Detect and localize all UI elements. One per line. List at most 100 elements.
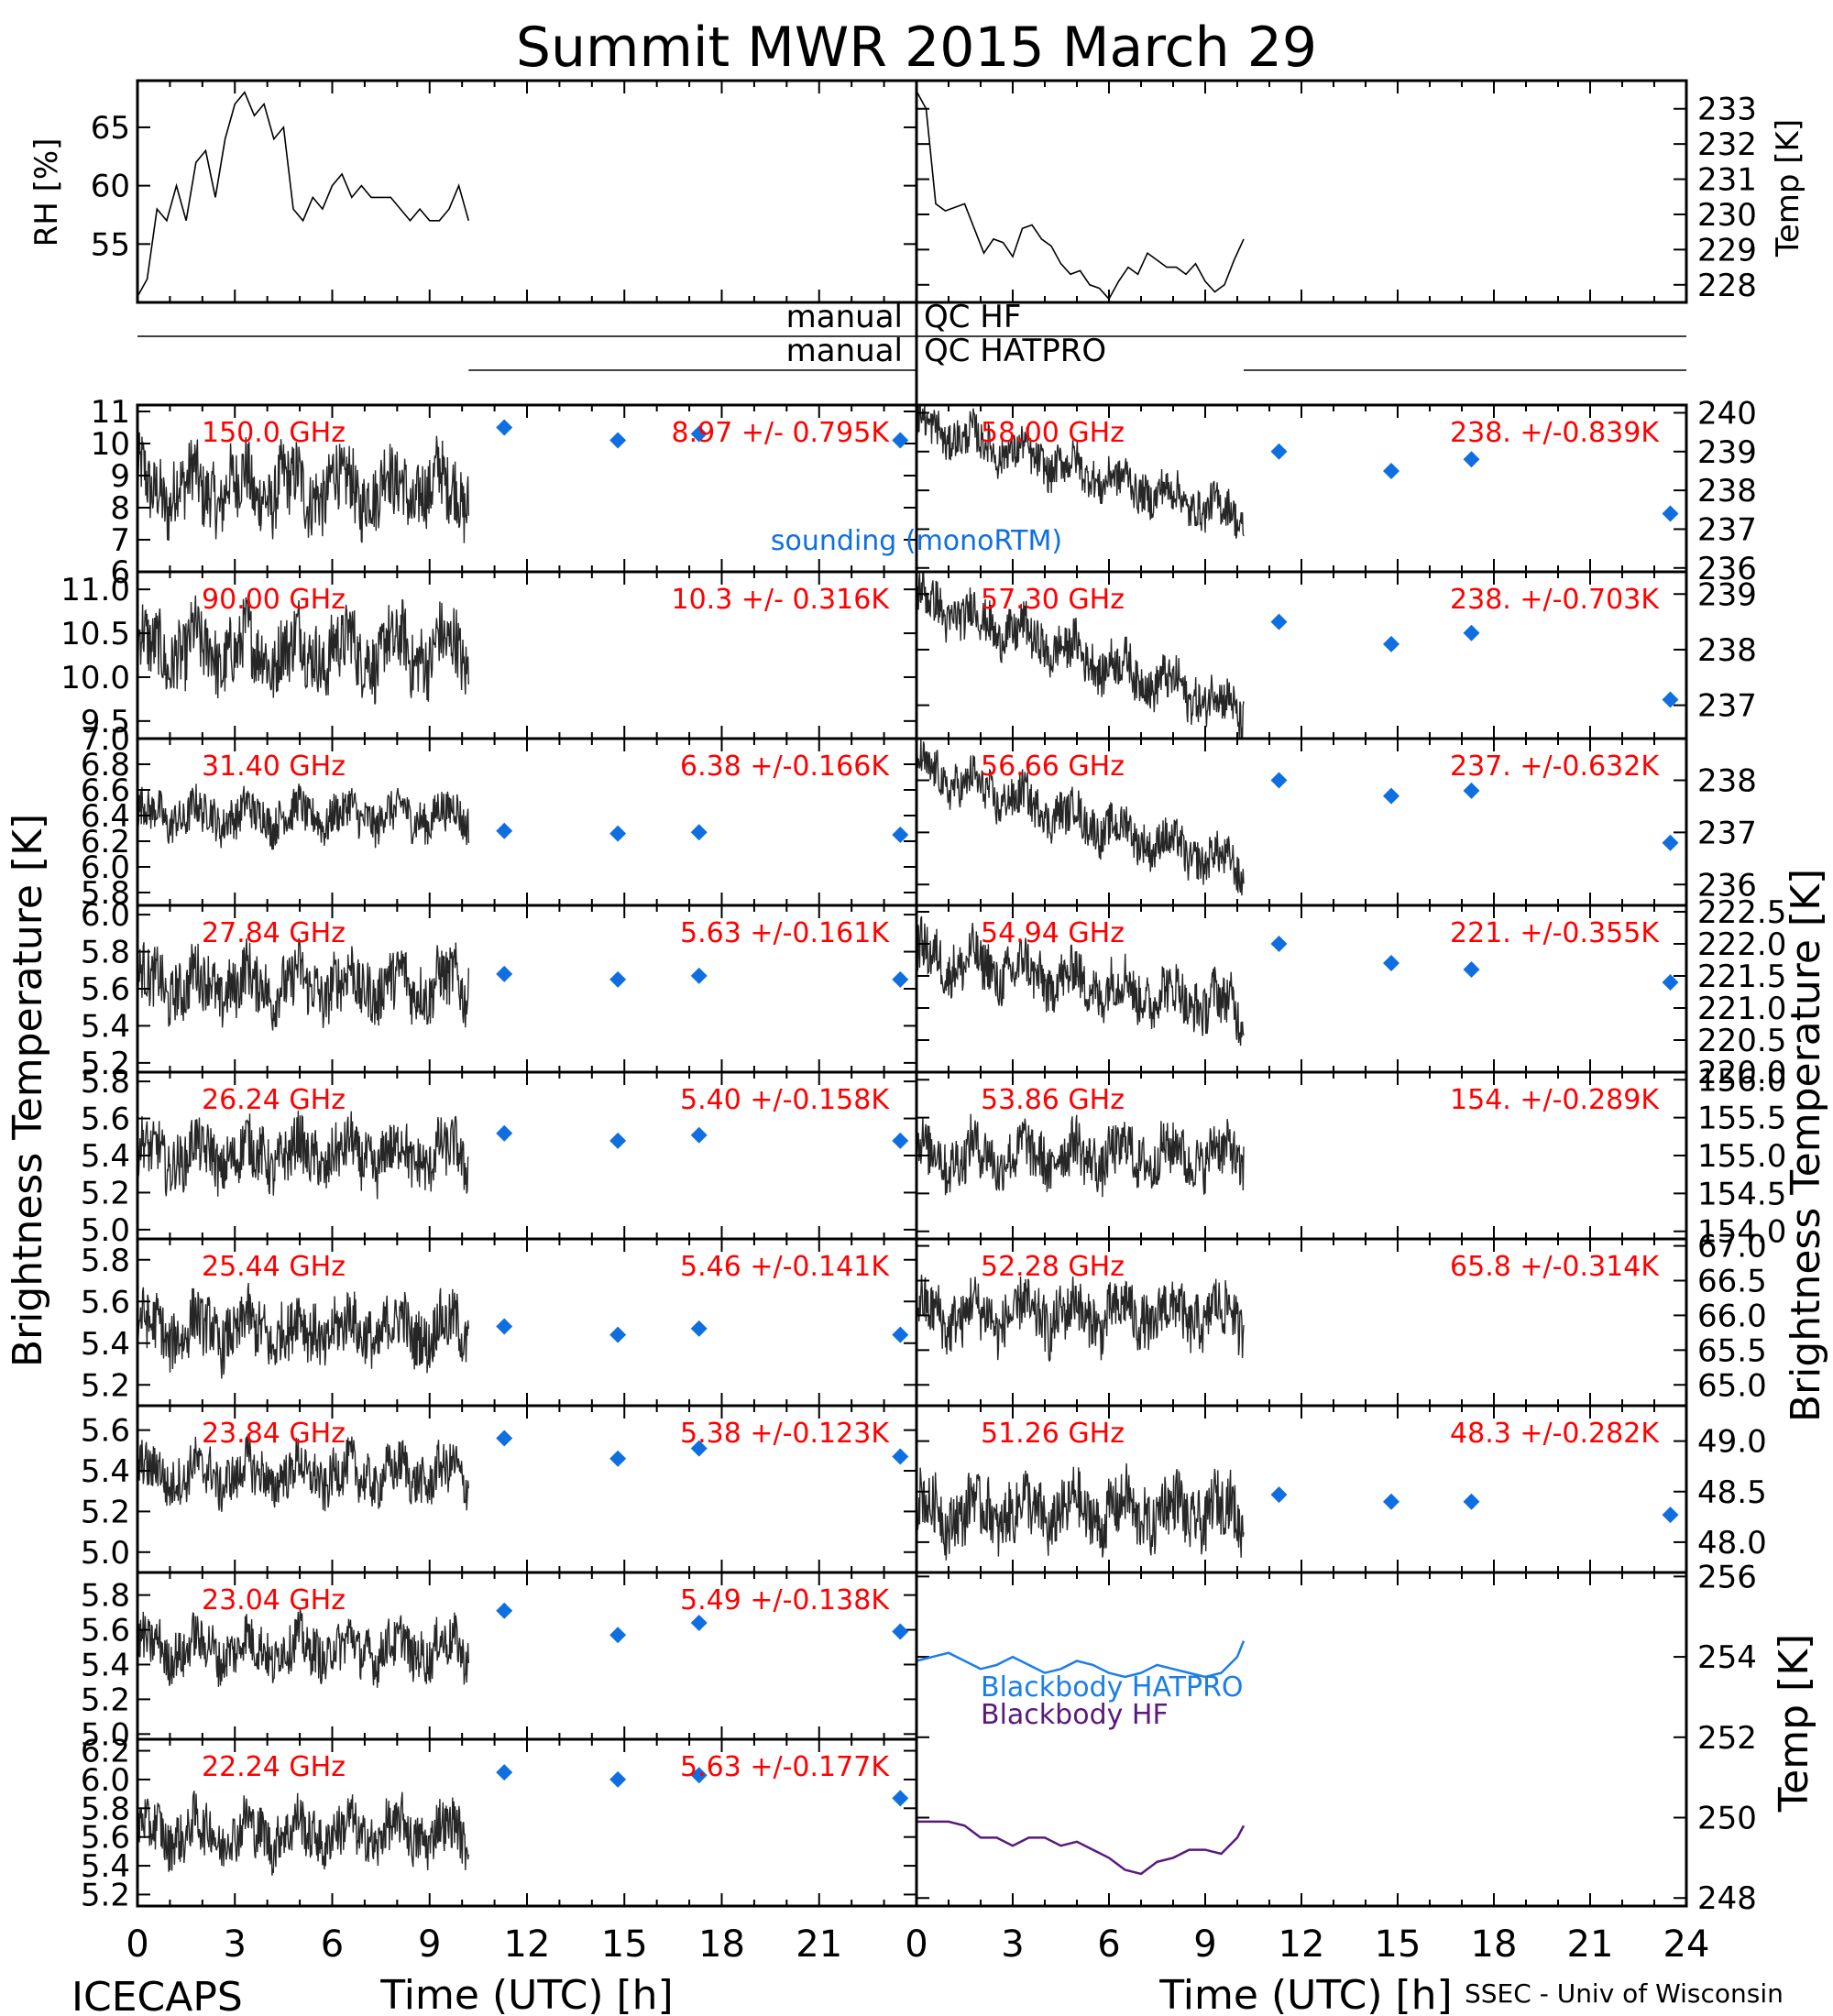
temp-ytick-label: 232 <box>1697 126 1757 163</box>
right-panel-5-frequency-label: 53.86 GHz <box>981 1084 1125 1116</box>
left-panel-6-sounding-point <box>892 1326 909 1343</box>
left-panel-2-series <box>137 595 469 705</box>
left-panel-3-ytick-label: 6.4 <box>81 798 130 835</box>
right-panel-4-sounding-point <box>1463 961 1480 978</box>
left-panel-9: 5.25.45.65.86.06.2 22.24 GHz 5.63 +/-0.177… <box>81 1734 918 1913</box>
right-panel-1-sounding-point <box>1270 443 1288 460</box>
ssec-footer: SSEC - Univ of Wisconsin <box>1465 1978 1784 2009</box>
left-panel-8-stat-label: 5.49 +/-0.138K <box>680 1584 890 1616</box>
rh-line <box>137 91 470 297</box>
right-panel-2-ytick-label: 239 <box>1697 576 1757 613</box>
left-panel-6-frequency-label: 25.44 GHz <box>202 1251 346 1283</box>
right-panel-4-frequency-label: 54.94 GHz <box>981 917 1125 949</box>
blackbody-y-axis-title: Temp [K] <box>1771 1634 1817 1813</box>
qc-row-label-right: QC HF <box>924 299 1021 335</box>
left-panel-9-series <box>137 1791 469 1876</box>
left-y-axis-title: Brightness Temperature [K] <box>5 814 51 1367</box>
blackbody-legend-0: Blackbody HATPRO <box>981 1671 1244 1704</box>
left-panel-1-frequency-label: 150.0 GHz <box>202 417 346 449</box>
right-panel-5-ytick-label: 156.0 <box>1697 1062 1786 1099</box>
left-panel-6-ytick-label: 5.2 <box>81 1367 130 1404</box>
left-x-tick-label: 12 <box>504 1923 551 1966</box>
right-panel-6-ytick-label: 65.5 <box>1697 1332 1767 1369</box>
left-panel-2-stat-label: 10.3 +/- 0.316K <box>672 584 891 616</box>
left-panel-9-stat-label: 5.63 +/-0.177K <box>680 1751 890 1783</box>
left-panel-8-ytick-label: 5.4 <box>81 1647 130 1683</box>
left-panel-7-ytick-label: 5.4 <box>81 1453 130 1490</box>
left-panel-5-sounding-point <box>609 1132 627 1149</box>
left-panel-2-ytick-label: 9.5 <box>81 704 130 740</box>
left-panel-7-ytick-label: 5.0 <box>81 1535 130 1572</box>
right-panel-1-sounding-point <box>1463 451 1480 468</box>
right-panel-2-sounding-point <box>1463 624 1480 641</box>
left-panel-1-ytick-label: 6 <box>110 554 130 591</box>
left-panel-1-sounding-point <box>496 419 513 436</box>
left-panel-1-ytick-label: 11 <box>91 394 130 431</box>
right-x-tick-label: 18 <box>1471 1923 1518 1966</box>
right-panel-3-ytick-label: 237 <box>1697 815 1757 851</box>
right-panel-3-ytick-label: 238 <box>1697 763 1757 800</box>
right-panel-7-ytick-label: 48.5 <box>1697 1474 1767 1511</box>
right-panel-5-stat-label: 154. +/-0.289K <box>1450 1084 1660 1116</box>
left-panel-7-series <box>137 1434 469 1512</box>
left-panel-8-sounding-point <box>892 1623 909 1640</box>
blackbody-ytick-label: 252 <box>1697 1720 1757 1757</box>
left-panel-3-sounding-point <box>496 822 513 839</box>
left-panel-4-sounding-point <box>690 967 708 984</box>
left-panel-2-ytick-label: 10.0 <box>60 660 130 696</box>
left-panel-5-series <box>137 1111 469 1200</box>
left-x-tick-label: 21 <box>796 1923 842 1966</box>
left-panel-2-ytick-label: 11.0 <box>60 572 130 608</box>
right-panel-4-series <box>916 915 1245 1046</box>
left-panel-7-stat-label: 5.38 +/-0.123K <box>680 1418 890 1450</box>
left-x-tick-label: 0 <box>126 1923 148 1966</box>
left-panel-1-sounding-point <box>609 432 627 449</box>
right-panel-6-ytick-label: 66.5 <box>1697 1264 1767 1300</box>
right-x-tick-label: 3 <box>1001 1923 1024 1966</box>
right-panel-5-ytick-label: 154.5 <box>1697 1176 1786 1212</box>
left-panel-4-series <box>137 937 469 1031</box>
right-panel-7-ytick-label: 49.0 <box>1697 1424 1767 1461</box>
left-panel-4-stat-label: 5.63 +/-0.161K <box>680 917 890 949</box>
right-panel-1-sounding-point <box>1662 505 1679 522</box>
blackbody-series-1 <box>916 1820 1246 1876</box>
left-panel-9-ytick-label: 5.2 <box>81 1877 130 1913</box>
left-panel-1-ytick-label: 7 <box>110 522 130 559</box>
left-panel-8-frequency-label: 23.04 GHz <box>202 1584 346 1616</box>
rh-y-axis-title: RH [%] <box>28 138 65 247</box>
left-panel-1-ytick-label: 9 <box>110 458 130 495</box>
right-panel-7-sounding-point <box>1383 1493 1399 1510</box>
left-panel-3-frequency-label: 31.40 GHz <box>202 751 346 783</box>
right-panel-7-ytick-label: 48.0 <box>1697 1525 1767 1561</box>
right-panel-2-ytick-label: 237 <box>1697 688 1757 725</box>
right-x-tick-label: 21 <box>1567 1923 1614 1966</box>
left-panel-7-ytick-label: 5.2 <box>81 1494 130 1530</box>
right-panel-4-ytick-label: 221.0 <box>1697 991 1786 1027</box>
left-x-axis-title: Time (UTC) [h] <box>379 1972 673 2016</box>
left-panel-4-ytick-label: 5.6 <box>81 971 130 1008</box>
left-panel-8-sounding-point <box>496 1602 513 1619</box>
right-panel-7-sounding-point <box>1463 1493 1480 1510</box>
right-panel-3-sounding-point <box>1463 782 1480 799</box>
right-panel-4-sounding-point <box>1662 974 1679 991</box>
left-panel-3-sounding-point <box>690 824 708 841</box>
left-panel-6-sounding-point <box>496 1318 513 1335</box>
left-panel-1-sounding-point <box>690 425 708 443</box>
left-panel-4-ytick-label: 5.2 <box>81 1046 130 1082</box>
left-panel-7: 5.0 5.2 5.45.6 23.84 GHz 5.38 +/-0.123K <box>81 1404 918 1574</box>
left-panel-9-ytick-label: 5.6 <box>81 1820 130 1857</box>
left-panel-5-ytick-label: 5.2 <box>81 1175 130 1211</box>
left-panel-3-ytick-label: 6.0 <box>81 849 130 886</box>
qc-rows: manual QC HF manual QC HATPRO <box>137 299 1686 371</box>
rh-ytick-label: 60 <box>91 169 130 205</box>
right-panel-6-ytick-label: 67.0 <box>1697 1229 1767 1265</box>
right-panel-4-ytick-label: 220.0 <box>1697 1055 1786 1091</box>
rh-ytick-label: 65 <box>91 110 130 147</box>
left-panel-7-ytick-label: 5.6 <box>81 1413 130 1450</box>
temp-ytick-label: 228 <box>1697 268 1757 304</box>
left-x-tick-label: 3 <box>224 1923 247 1966</box>
left-panel-5-sounding-point <box>496 1124 513 1142</box>
left-panel-7-sounding-point <box>609 1450 627 1467</box>
right-panel-2-series <box>916 571 1245 740</box>
right-panel-1-frequency-label: 58.00 GHz <box>981 417 1125 449</box>
